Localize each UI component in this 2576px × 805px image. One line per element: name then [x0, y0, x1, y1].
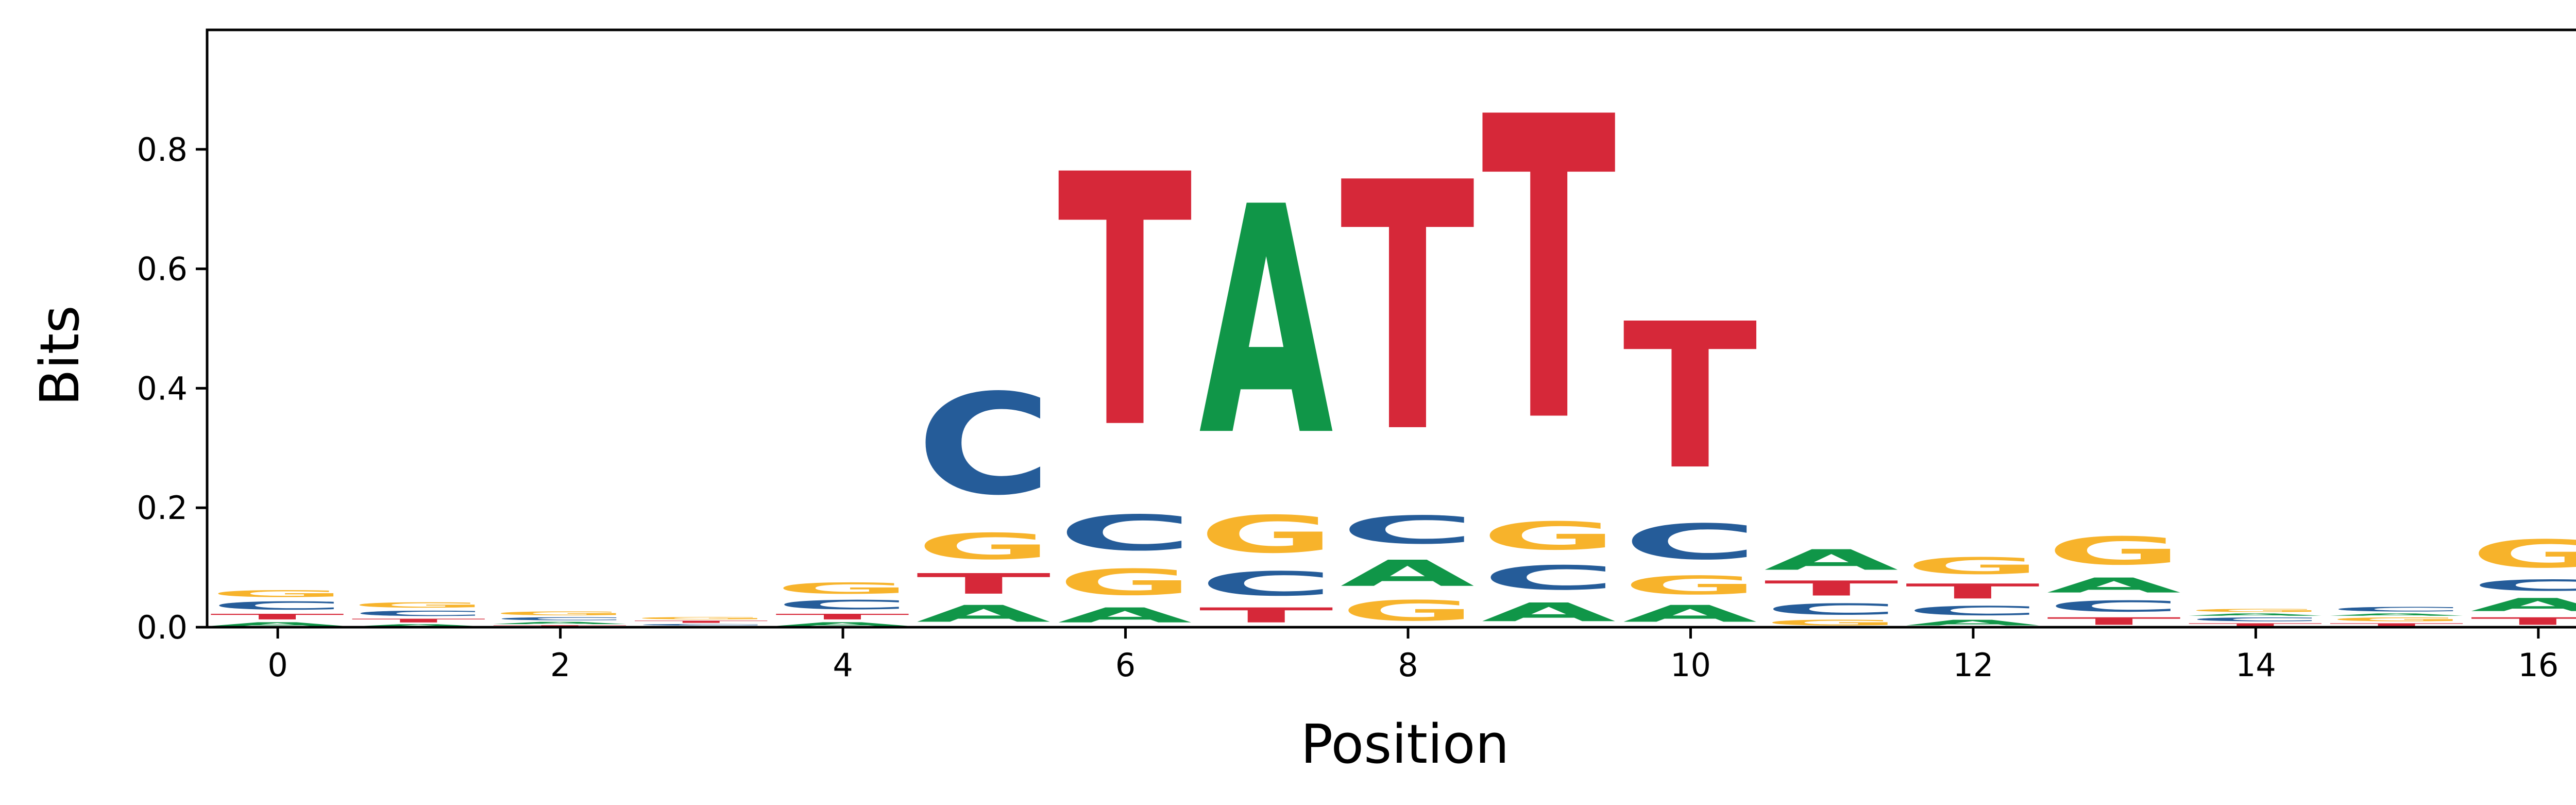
- letter-G-pos-6: G: [1058, 562, 1193, 603]
- letter-A-pos-12: A: [1905, 618, 2040, 627]
- letter-C-pos-1: C: [351, 609, 487, 617]
- letter-G-pos-1: G: [351, 601, 487, 609]
- letter-A-pos-8: A: [1340, 552, 1475, 594]
- letter-T-pos-8: T: [1340, 110, 1476, 508]
- y-axis-title: Bits: [28, 305, 91, 406]
- letter-G-pos-5: G: [917, 526, 1052, 567]
- x-tick-label: 12: [1953, 646, 1993, 684]
- letter-T-pos-0: T: [210, 612, 345, 621]
- letter-G-pos-11: G: [1764, 618, 1900, 627]
- letter-T-pos-6: T: [1058, 102, 1193, 505]
- letter-C-pos-10: C: [1623, 514, 1758, 571]
- x-tick-label: 6: [1115, 646, 1136, 684]
- x-tick-label: 2: [550, 646, 570, 684]
- letter-A-pos-2: A: [493, 621, 627, 625]
- letter-C-pos-6: C: [1058, 505, 1193, 562]
- letter-A-pos-13: A: [2047, 574, 2181, 597]
- letter-T-pos-4: T: [775, 612, 910, 621]
- letter-T-pos-5: T: [917, 567, 1052, 600]
- letter-C-pos-0: C: [210, 599, 345, 613]
- letter-T-pos-13: T: [2047, 615, 2182, 627]
- letter-G-pos-2: G: [493, 611, 628, 617]
- letter-A-pos-16: A: [2470, 594, 2576, 615]
- letter-T-pos-1: T: [351, 617, 487, 624]
- letter-G-pos-13: G: [2047, 529, 2182, 574]
- letter-C-pos-2: C: [493, 616, 628, 621]
- x-tick-label: 8: [1398, 646, 1418, 684]
- letter-A-pos-5: A: [917, 600, 1051, 627]
- letter-T-pos-3: T: [634, 620, 769, 624]
- letter-G-pos-4: G: [775, 579, 910, 597]
- letter-C-pos-8: C: [1340, 508, 1476, 553]
- letter-T-pos-16: T: [2470, 615, 2576, 627]
- letter-C-pos-14: C: [2188, 616, 2324, 623]
- letter-T-pos-11: T: [1764, 577, 1900, 600]
- letter-C-pos-12: C: [1905, 603, 2041, 618]
- letter-C-pos-11: C: [1764, 600, 1900, 618]
- letter-G-pos-14: G: [2188, 608, 2324, 613]
- letter-A-pos-9: A: [1482, 597, 1616, 627]
- letter-G-pos-12: G: [1905, 552, 2041, 579]
- letter-A-pos-10: A: [1623, 600, 1757, 627]
- letter-T-pos-10: T: [1623, 281, 1758, 514]
- letter-C-pos-5: C: [917, 364, 1052, 526]
- letter-C-pos-3: C: [634, 624, 769, 626]
- letter-C-pos-13: C: [2047, 597, 2182, 615]
- letter-A-pos-15: A: [2329, 613, 2464, 616]
- letter-G-pos-15: G: [2329, 616, 2465, 623]
- x-axis-title: Position: [1301, 713, 1510, 776]
- letter-G-pos-0: G: [210, 589, 345, 599]
- x-tick-label: 10: [1670, 646, 1711, 684]
- letter-G-pos-9: G: [1482, 514, 1617, 559]
- y-tick-label: 0.4: [137, 370, 188, 407]
- x-tick-label: 16: [2518, 646, 2558, 684]
- y-tick-label: 0.2: [137, 489, 188, 527]
- x-tick-label: 4: [833, 646, 853, 684]
- letter-C-pos-15: C: [2329, 606, 2465, 613]
- y-tick-label: 0.0: [137, 609, 188, 646]
- letter-T-pos-12: T: [1905, 579, 2041, 603]
- x-tick-label: 0: [267, 646, 287, 684]
- letter-A-pos-7: A: [1199, 140, 1334, 505]
- letter-T-pos-9: T: [1482, 30, 1617, 514]
- y-tick-label: 0.8: [137, 131, 188, 169]
- letter-A-pos-14: A: [2188, 613, 2323, 616]
- letter-G-pos-7: G: [1199, 505, 1334, 565]
- letter-C-pos-9: C: [1482, 559, 1617, 597]
- letter-G-pos-16: G: [2470, 532, 2576, 577]
- letter-A-pos-11: A: [1764, 544, 1899, 577]
- letter-G-pos-8: G: [1340, 594, 1476, 627]
- letter-C-pos-7: C: [1199, 564, 1334, 603]
- letter-C-pos-4: C: [775, 597, 910, 612]
- letter-A-pos-6: A: [1058, 603, 1192, 627]
- x-tick-label: 14: [2235, 646, 2276, 684]
- letter-G-pos-10: G: [1623, 571, 1758, 600]
- letter-T-pos-7: T: [1199, 603, 1334, 627]
- letter-C-pos-16: C: [2470, 577, 2576, 595]
- letter-G-pos-3: G: [634, 616, 769, 620]
- y-tick-label: 0.6: [137, 250, 188, 288]
